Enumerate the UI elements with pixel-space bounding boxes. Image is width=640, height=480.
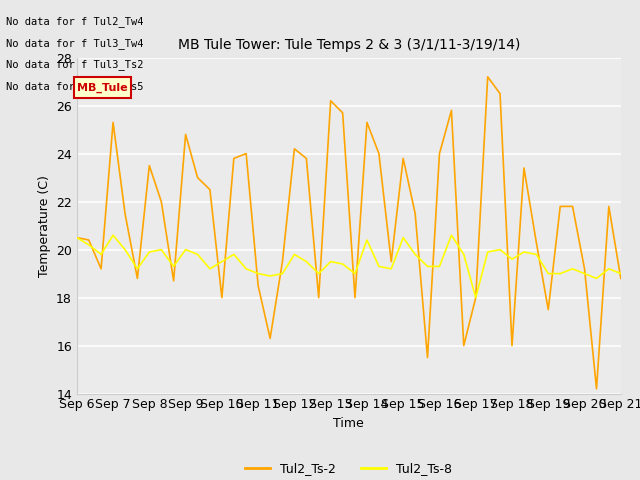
Text: No data for f Tul3_Ts5: No data for f Tul3_Ts5 [6, 81, 144, 92]
Text: No data for f Tul3_Ts2: No data for f Tul3_Ts2 [6, 59, 144, 70]
X-axis label: Time: Time [333, 417, 364, 430]
Title: MB Tule Tower: Tule Temps 2 & 3 (3/1/11-3/19/14): MB Tule Tower: Tule Temps 2 & 3 (3/1/11-… [178, 38, 520, 52]
Text: No data for f Tul2_Tw4: No data for f Tul2_Tw4 [6, 16, 144, 27]
Y-axis label: Temperature (C): Temperature (C) [38, 175, 51, 276]
Text: MB_Tule: MB_Tule [77, 83, 128, 93]
Text: No data for f Tul3_Tw4: No data for f Tul3_Tw4 [6, 37, 144, 48]
Legend: Tul2_Ts-2, Tul2_Ts-8: Tul2_Ts-2, Tul2_Ts-8 [241, 457, 457, 480]
